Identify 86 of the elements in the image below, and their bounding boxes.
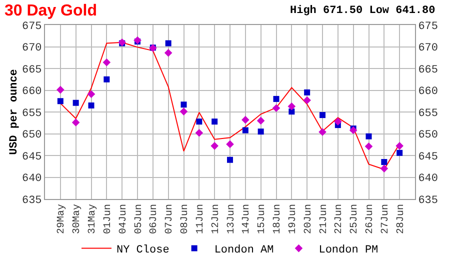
x-tick-label: 01Jun: [102, 204, 114, 234]
point: [56, 86, 64, 94]
point: [288, 102, 296, 110]
x-tick-label: 31May: [88, 204, 98, 234]
x-tick-label: 14Jun: [242, 204, 253, 234]
point: [334, 118, 342, 126]
point: [210, 142, 218, 150]
point: [227, 156, 233, 163]
point: [212, 118, 218, 125]
y-tick-label: 640: [22, 173, 42, 186]
point: [256, 116, 265, 125]
x-tick-label: 21Jun: [318, 204, 330, 234]
x-tick-label: 29May: [56, 204, 68, 234]
y-tick-label: 670: [22, 42, 42, 55]
y2-tick-label: 635: [418, 194, 438, 207]
point: [273, 96, 280, 102]
x-tick-label: 07Jun: [164, 204, 176, 234]
point: [318, 128, 326, 136]
y-tick-label: 645: [22, 151, 42, 164]
x-tick-label: 30May: [72, 204, 84, 234]
x-tick-label: 20Jun: [303, 204, 314, 234]
y-tick-label: 660: [22, 86, 42, 98]
point: [226, 140, 234, 148]
point: [303, 96, 311, 104]
point: [272, 104, 280, 112]
point: [164, 48, 172, 57]
x-tick-label: 06Jun: [149, 204, 160, 234]
text: High 671.50 Low 641.80: [290, 5, 436, 17]
point: [72, 118, 80, 126]
point: [72, 100, 79, 106]
point: [396, 150, 403, 156]
x-tick-label: 22Jun: [334, 204, 346, 234]
point: [87, 90, 96, 98]
y-tick-label: 675: [22, 20, 42, 33]
y2-tick-label: 670: [418, 42, 438, 55]
point: [104, 76, 110, 82]
point: [364, 142, 373, 150]
point: [242, 127, 248, 134]
point: [180, 108, 188, 116]
point: [180, 102, 187, 108]
y2-tick-label: 655: [418, 108, 438, 120]
y-tick-label: 635: [22, 194, 42, 207]
y2-tick-label: 640: [418, 173, 438, 186]
y-tick-label: 665: [22, 64, 42, 76]
x-tick-label: 28Jun: [396, 204, 407, 234]
x-tick-label: 15Jun: [257, 204, 268, 234]
y2-tick-label: 645: [418, 151, 438, 164]
point: [366, 133, 372, 140]
point: [320, 112, 326, 118]
x-tick-label: 19Jun: [288, 204, 299, 234]
point: [381, 159, 388, 166]
point: [57, 98, 64, 104]
x-tick-label: 08Jun: [180, 204, 191, 234]
legend-label: NY Close: [116, 244, 170, 257]
point: [102, 58, 111, 66]
y2-tick-label: 675: [418, 20, 438, 33]
x-tick-label: 12Jun: [210, 204, 222, 234]
point: [196, 118, 202, 125]
y2-tick-label: 650: [418, 130, 438, 142]
y-tick-label: 650: [22, 130, 42, 142]
point: [304, 89, 310, 96]
point: [396, 142, 404, 150]
point: [349, 126, 358, 134]
y2-tick-label: 665: [418, 64, 438, 76]
point: [242, 116, 250, 124]
legend-label: London PM: [318, 244, 378, 257]
x-tick-label: 05Jun: [134, 204, 145, 234]
point: [88, 102, 94, 108]
point: [165, 40, 172, 46]
point: [258, 128, 264, 135]
x-tick-label: 26Jun: [365, 204, 376, 234]
x-tick-label: 27Jun: [380, 204, 392, 234]
x-tick-label: 25Jun: [350, 204, 361, 234]
chart-title: 30 Day Gold: [4, 2, 97, 20]
point: [380, 164, 388, 172]
legend-label: London AM: [214, 244, 274, 257]
y-tick-label: 655: [22, 108, 42, 120]
x-tick-label: 18Jun: [272, 204, 284, 234]
x-tick-label: 04Jun: [118, 204, 130, 234]
x-tick-label: 13Jun: [226, 204, 238, 234]
point: [288, 108, 295, 115]
y2-tick-label: 660: [418, 86, 438, 98]
point: [195, 128, 204, 137]
y-axis-title: USD per ounce: [8, 68, 21, 155]
x-tick-label: 11Jun: [195, 204, 206, 234]
point: [134, 36, 142, 44]
